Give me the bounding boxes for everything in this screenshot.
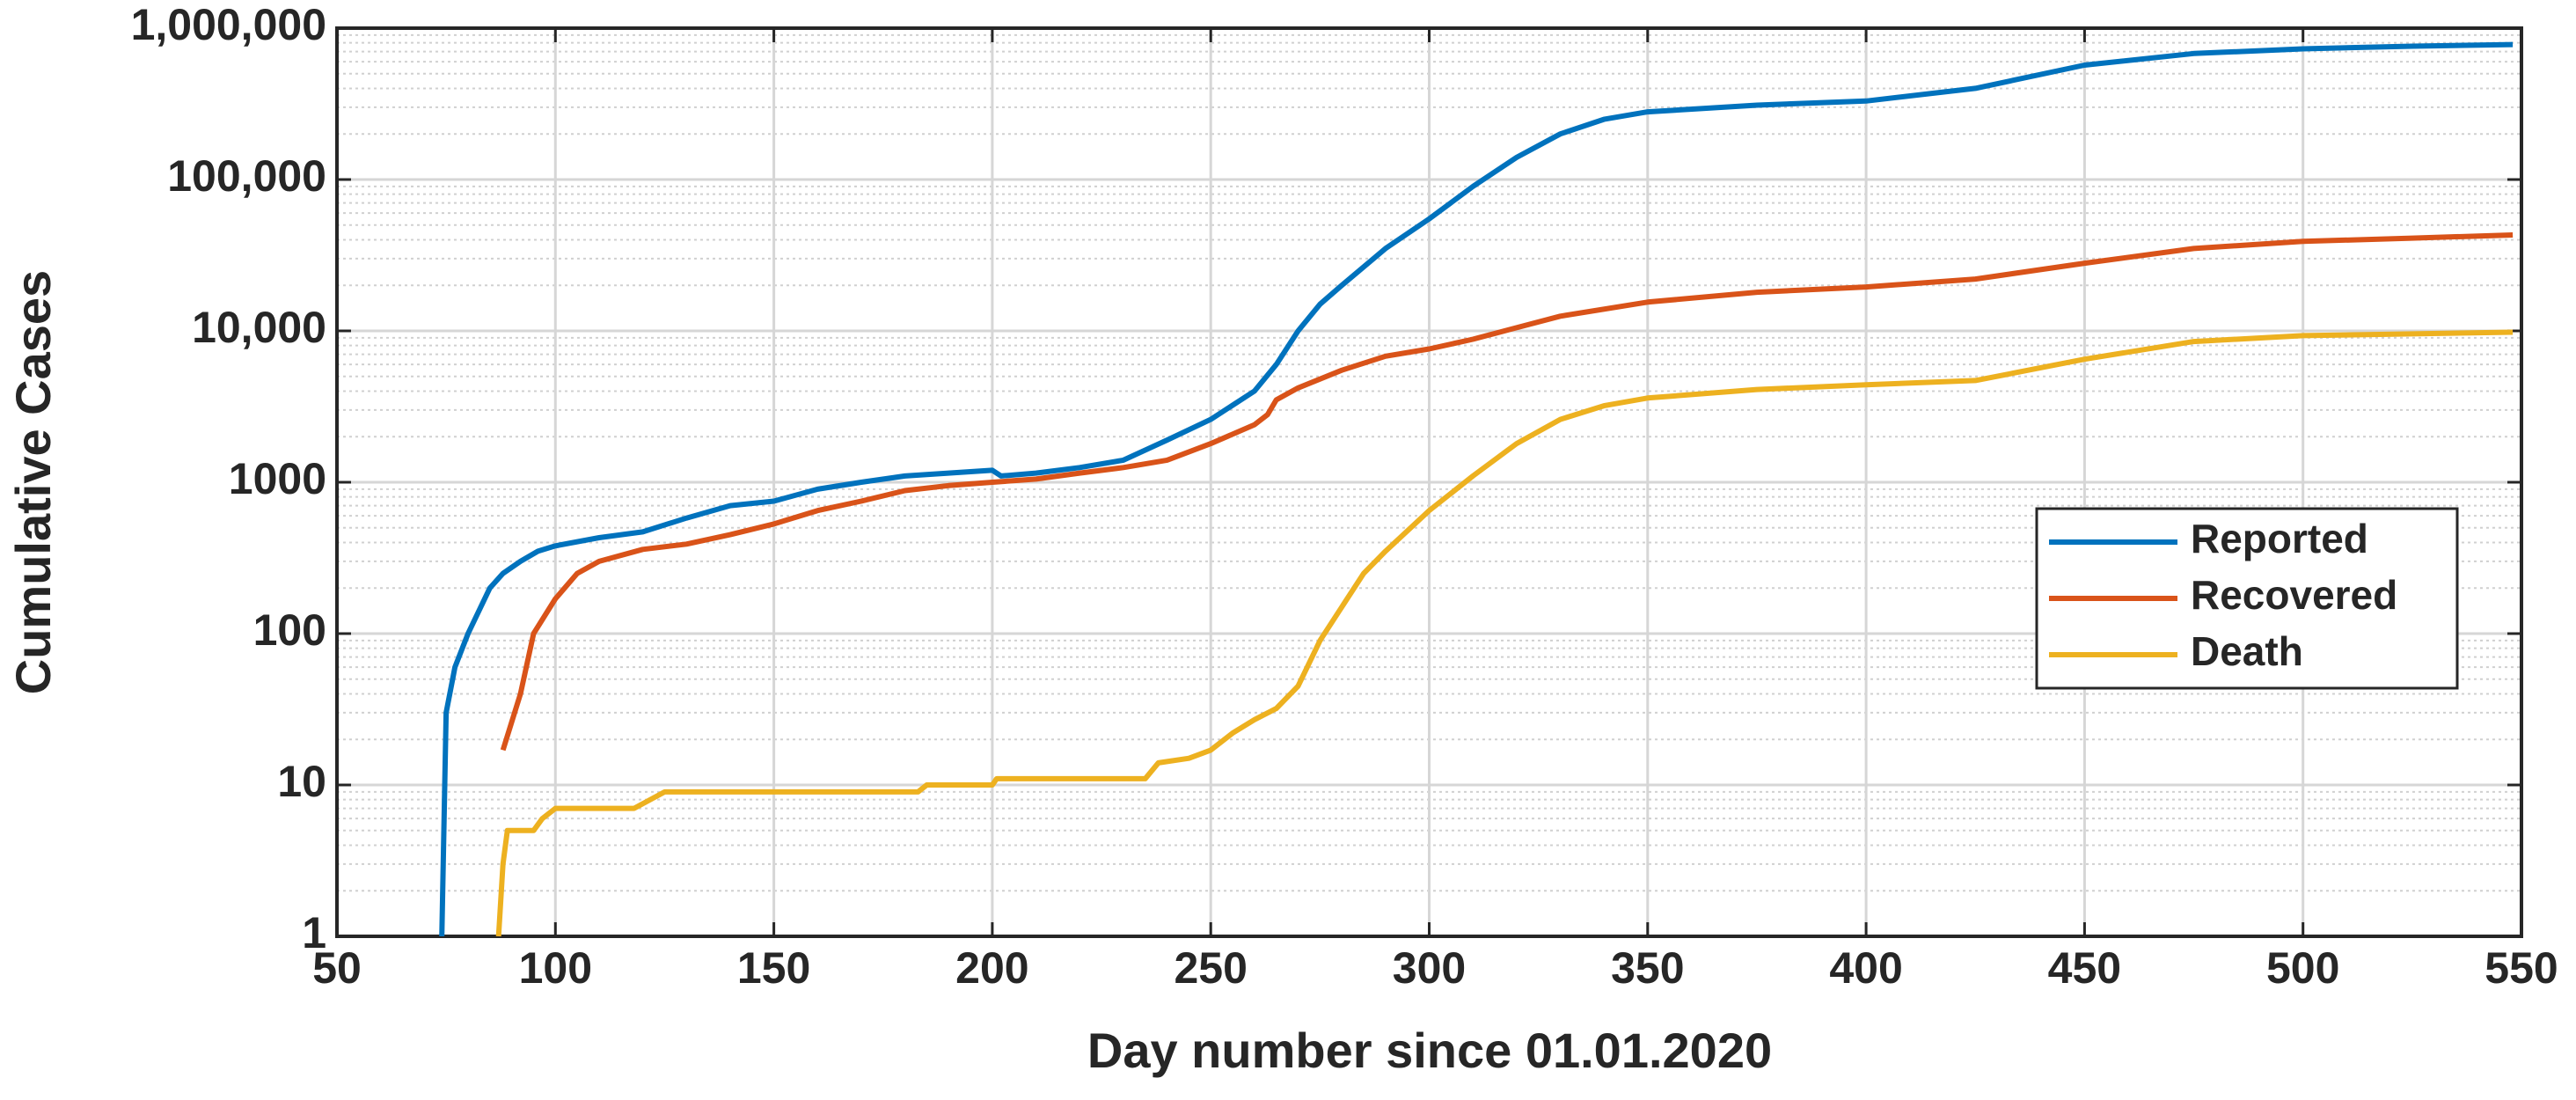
y-tick-label: 100 bbox=[253, 605, 326, 655]
x-tick-label: 50 bbox=[312, 943, 362, 993]
series-line bbox=[500, 232, 2514, 752]
x-tick-label: 150 bbox=[737, 943, 810, 993]
x-tick-label: 500 bbox=[2266, 943, 2339, 993]
x-tick-label: 250 bbox=[1174, 943, 1247, 993]
x-tick-label: 350 bbox=[1611, 943, 1684, 993]
y-tick-label: 100,000 bbox=[167, 151, 326, 201]
x-tick-label: 550 bbox=[2485, 943, 2558, 993]
y-tick-label: 1,000,000 bbox=[131, 0, 326, 49]
x-tick-label: 300 bbox=[1393, 943, 1466, 993]
legend-label: Death bbox=[2191, 628, 2303, 674]
x-tick-label: 400 bbox=[1829, 943, 1902, 993]
y-tick-label: 10 bbox=[277, 757, 326, 806]
y-tick-label: 10,000 bbox=[192, 303, 326, 352]
x-tick-label: 100 bbox=[519, 943, 592, 993]
legend-label: Reported bbox=[2191, 516, 2368, 561]
y-tick-label: 1 bbox=[302, 908, 326, 957]
series-line bbox=[495, 329, 2514, 937]
legend: Reported Recovered Death bbox=[2035, 507, 2459, 690]
x-tick-label: 200 bbox=[955, 943, 1028, 993]
x-tick-label: 450 bbox=[2048, 943, 2121, 993]
series-line bbox=[439, 41, 2514, 937]
legend-label: Recovered bbox=[2191, 572, 2397, 618]
y-axis-label: Cumulative Cases bbox=[5, 270, 61, 694]
x-axis-label: Day number since 01.01.2020 bbox=[1087, 1023, 1772, 1078]
y-tick-label: 1000 bbox=[229, 454, 326, 503]
plot-frame bbox=[335, 26, 2523, 938]
